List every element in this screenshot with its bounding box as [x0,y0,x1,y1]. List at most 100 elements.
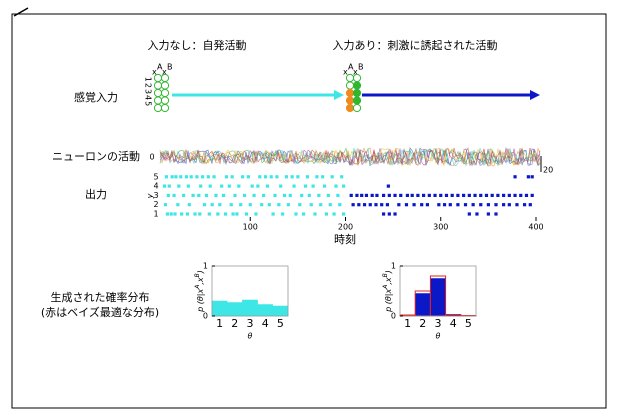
spike [281,212,285,216]
spike [267,203,271,207]
spike [334,184,338,188]
y-axis-label-part: A [382,285,389,290]
spike [206,175,210,179]
row-label: 2 [153,200,158,209]
spike [298,203,302,207]
spike [237,184,241,188]
x-tick-label: 1 [404,317,411,330]
input-indices: 12345 [144,77,153,107]
spike [296,175,300,179]
spike [317,193,321,197]
bar [257,304,274,317]
spike [223,212,228,216]
b-label: B [167,63,173,72]
spike [357,203,361,207]
arrow-head [334,90,344,100]
spike [326,193,330,197]
spike [382,212,386,216]
spike [404,203,409,207]
spike [442,203,447,207]
spike [210,203,214,207]
spike [261,193,266,197]
activity-trace [159,147,541,167]
spike [471,203,475,207]
spike [412,203,416,207]
spike [387,212,391,216]
spike [212,175,216,179]
spike [405,193,410,197]
bar [430,278,446,317]
evoked-label: 入力あり：刺激に誘起された活動 [333,38,498,52]
a-label: A [348,63,354,72]
spike [202,203,207,207]
spike [277,203,281,207]
spike [173,212,177,216]
spike [271,212,275,216]
spike [393,212,397,216]
spike [530,193,534,197]
spike [519,193,523,197]
arrow-head [530,90,540,100]
input-neuron [153,81,163,90]
input-label-left: x A x B [152,63,173,77]
spike [336,193,340,197]
spike [282,193,287,197]
spike [437,203,441,207]
spike [307,193,311,197]
spike [427,193,431,197]
spike [177,184,181,188]
spike [507,193,511,197]
input-neuron [352,103,362,113]
spike [284,175,289,179]
spike [490,193,494,197]
spike [385,203,390,207]
spike [387,193,391,197]
spike [162,184,167,188]
input-neuron [160,88,170,98]
y-tick-label: 0 [203,312,208,321]
x-tick-label: 4 [450,317,457,330]
spike [486,212,490,216]
spike [300,193,304,197]
spike [433,193,437,197]
spike [309,203,313,207]
spike [416,193,420,197]
spike [187,203,191,207]
spike [328,203,332,207]
spike [186,184,190,188]
input-neuron [345,103,355,113]
input-neuron [160,103,170,113]
spike [224,175,229,179]
spike [494,212,498,216]
frame [11,13,607,409]
spike [507,203,511,207]
spike [197,193,201,197]
x-axis-label: θ [436,332,441,341]
spike [252,193,256,197]
spike [169,212,173,216]
bar [211,300,228,317]
x-tick-label: 5 [465,317,472,330]
b-label: B [358,63,364,72]
spike [180,212,184,216]
input-neuron [345,81,355,90]
spike [311,184,315,188]
spike [467,193,471,197]
x-label: x [343,68,348,77]
spike [250,184,254,188]
sensory-input-label: 感覚入力 [74,91,118,104]
note-label: (赤はベイズ最適な分布) [41,305,159,319]
spike [216,212,220,216]
spike [341,212,346,216]
y-axis-label: p (θ|xA,xB) [382,270,393,313]
raster-xlabel: 時刻 [334,232,356,246]
spike [191,193,195,197]
spike [463,203,468,207]
spike [515,203,519,207]
spike [199,184,203,188]
spike [221,193,226,197]
spike [456,193,460,197]
spike [181,193,186,197]
y-tick-label: 0 [391,312,396,321]
x-tick-label: 3 [247,317,254,330]
